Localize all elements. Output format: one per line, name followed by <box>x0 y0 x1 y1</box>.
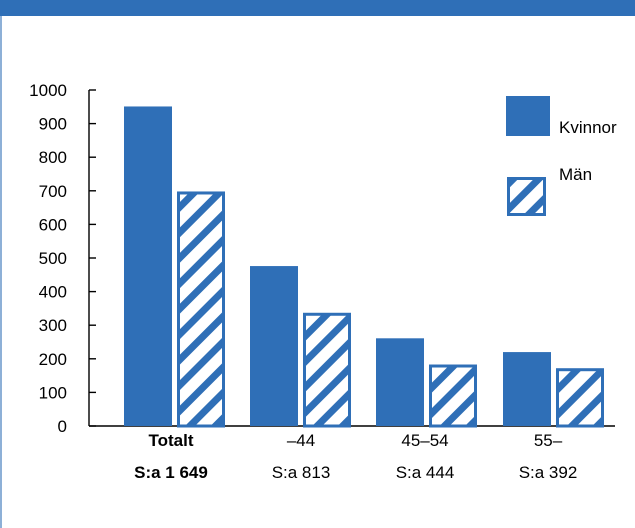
y-tick-label: 100 <box>39 383 67 402</box>
bar-man-3 <box>556 368 604 428</box>
legend-swatch-kvinnor <box>506 96 550 136</box>
bar-kvinnor-2 <box>376 338 424 426</box>
y-tick-label: 200 <box>39 350 67 369</box>
bar-kvinnor-3 <box>503 352 551 426</box>
legend-label: Kvinnor <box>559 118 617 137</box>
y-tick-label: 300 <box>39 316 67 335</box>
y-tick-label: 500 <box>39 249 67 268</box>
y-tick-label: 400 <box>39 283 67 302</box>
bar-man-2 <box>429 364 477 428</box>
category-sublabel: S:a 1 649 <box>134 463 208 482</box>
y-tick-label: 0 <box>58 417 67 436</box>
category-label: –44 <box>287 431 315 450</box>
bars <box>124 106 604 428</box>
bar-kvinnor-0 <box>124 106 172 427</box>
y-axis: 0 100 200 300 400 500 600 700 800 900 1000 <box>29 81 615 436</box>
y-tick-label: 900 <box>39 115 67 134</box>
left-border <box>0 16 2 528</box>
legend: Kvinnor Män <box>506 96 617 216</box>
y-tick-label: 1000 <box>29 81 67 100</box>
legend-swatch-man <box>507 177 546 216</box>
y-tick-label: 700 <box>39 182 67 201</box>
bar-man-1 <box>303 312 351 428</box>
category-sublabel: S:a 392 <box>519 463 578 482</box>
category-sublabel: S:a 813 <box>272 463 331 482</box>
bar-man-0 <box>177 191 225 428</box>
category-label: 45–54 <box>401 431 448 450</box>
legend-label: Män <box>559 165 592 184</box>
category-sublabel: S:a 444 <box>396 463 455 482</box>
category-label: 55– <box>534 431 563 450</box>
category-labels: Totalt S:a 1 649 –44 S:a 813 45–54 S:a 444 55–… <box>134 431 577 482</box>
y-tick-label: 600 <box>39 215 67 234</box>
category-label: Totalt <box>148 431 193 450</box>
y-tick-label: 800 <box>39 148 67 167</box>
bar-kvinnor-1 <box>250 266 298 426</box>
header-bar <box>0 0 635 16</box>
